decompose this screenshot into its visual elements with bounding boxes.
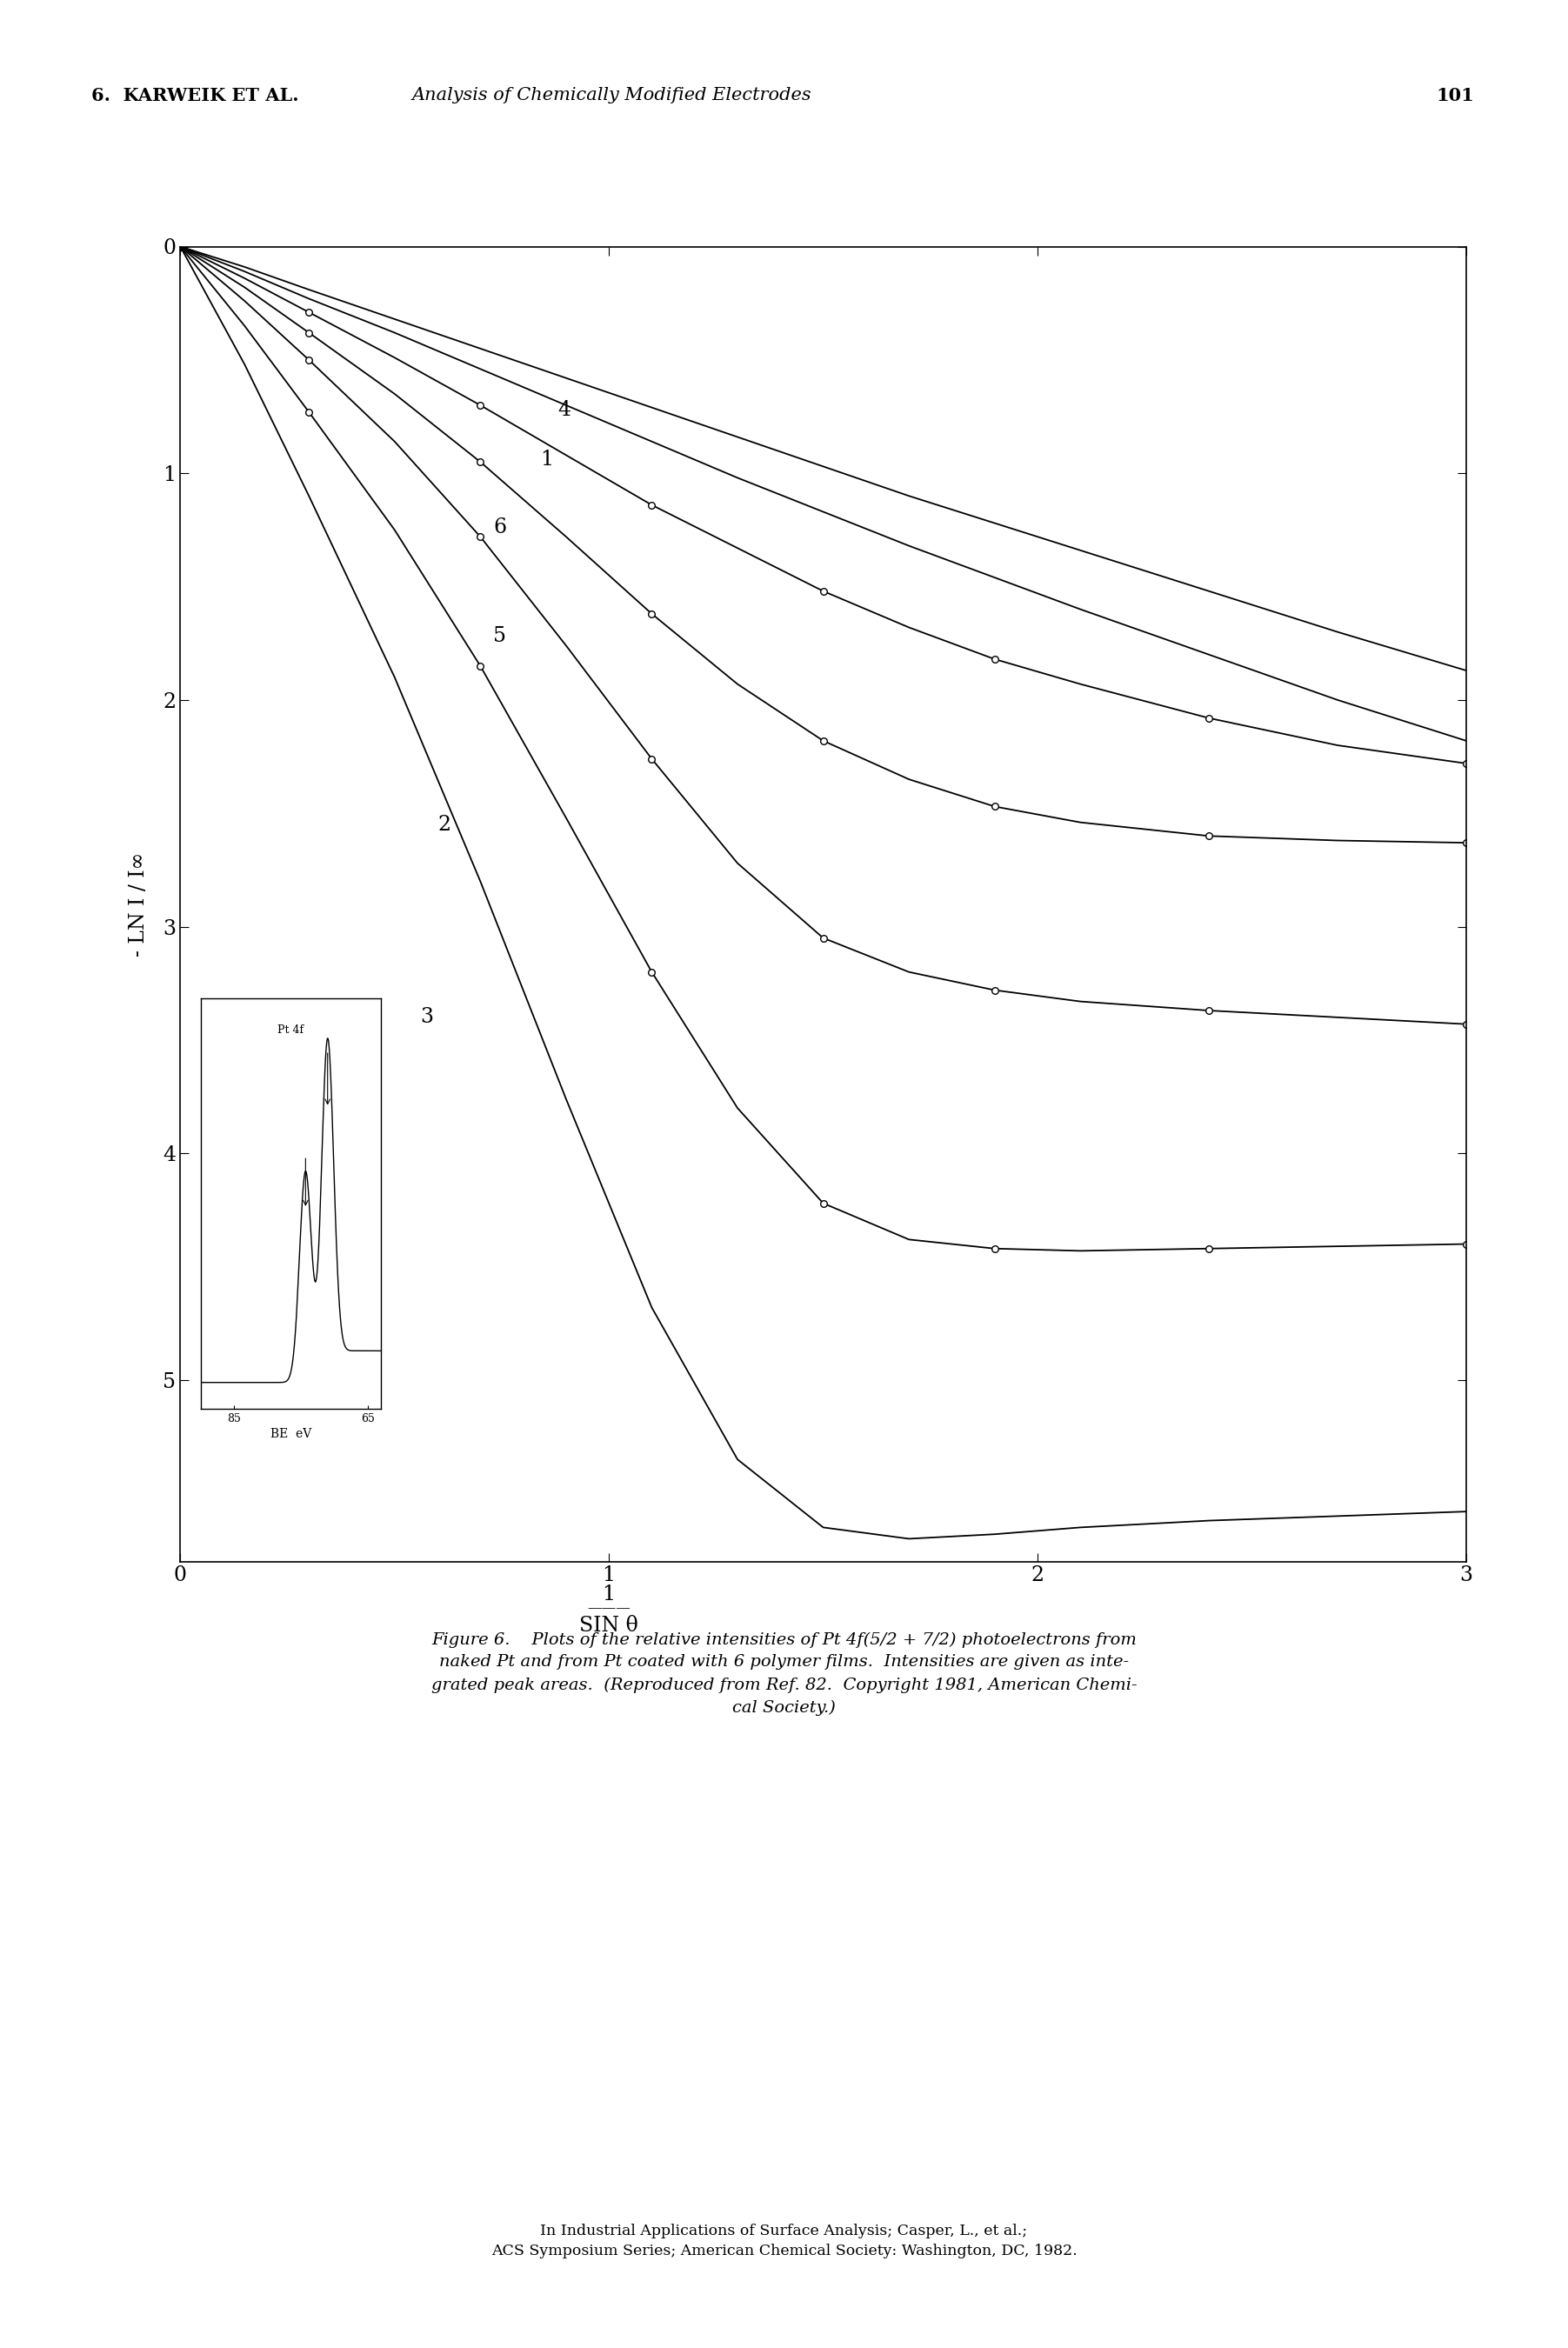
Text: 1: 1 <box>602 1585 616 1606</box>
Text: 5: 5 <box>494 627 506 646</box>
Text: 3: 3 <box>420 1007 433 1028</box>
Text: 2: 2 <box>437 815 450 834</box>
Text: 6.  KARWEIK ET AL.: 6. KARWEIK ET AL. <box>91 87 298 103</box>
Y-axis label: - LN I / I∞: - LN I / I∞ <box>129 852 149 956</box>
Text: In Industrial Applications of Surface Analysis; Casper, L., et al.;
ACS Symposiu: In Industrial Applications of Surface An… <box>491 2224 1077 2259</box>
Text: Analysis of Chemically Modified Electrodes: Analysis of Chemically Modified Electrod… <box>412 87 811 103</box>
Text: Pt 4f: Pt 4f <box>278 1024 304 1035</box>
Text: 6: 6 <box>494 517 506 538</box>
Text: BE  eV: BE eV <box>270 1428 312 1439</box>
Text: 4: 4 <box>558 399 571 420</box>
Text: Figure 6.    Plots of the relative intensities of Pt 4f(5/2 + 7/2) photoelectron: Figure 6. Plots of the relative intensit… <box>431 1632 1137 1716</box>
Text: ———: ——— <box>588 1601 630 1615</box>
Text: 1: 1 <box>541 448 554 470</box>
Text: SIN θ: SIN θ <box>580 1615 638 1637</box>
Text: 101: 101 <box>1436 87 1474 103</box>
